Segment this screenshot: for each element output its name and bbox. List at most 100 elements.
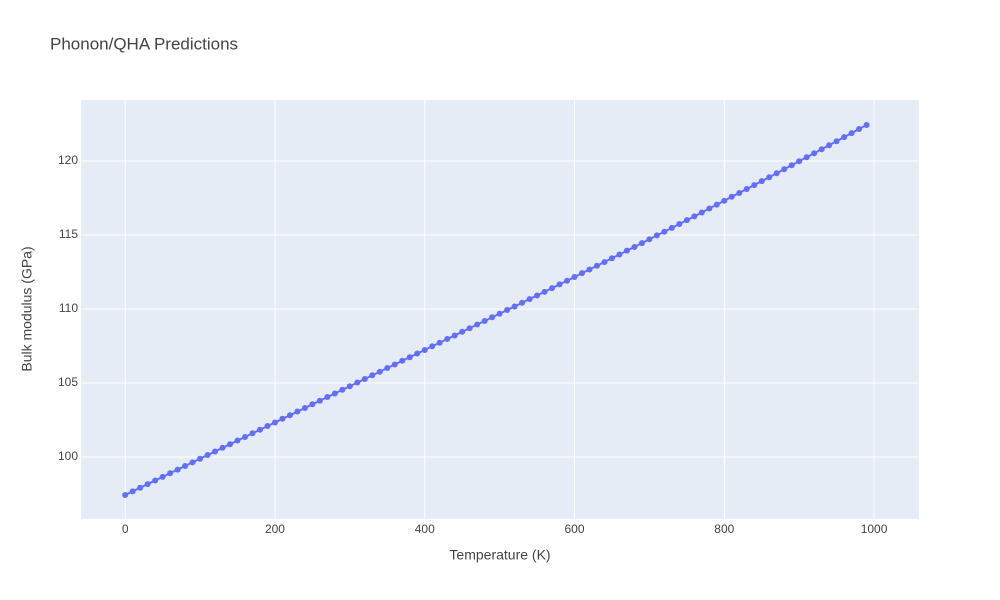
point [369, 372, 376, 379]
point [691, 213, 698, 220]
point [601, 259, 608, 266]
point [294, 408, 301, 415]
point [616, 251, 623, 258]
point [376, 368, 383, 375]
marks [122, 122, 870, 499]
point [728, 193, 735, 200]
point [586, 266, 593, 273]
point [354, 379, 361, 386]
point [646, 236, 653, 243]
point [511, 303, 518, 310]
point [324, 394, 331, 401]
point [751, 182, 758, 189]
point [137, 484, 144, 491]
y-tick-label: 110 [59, 301, 78, 315]
y-axis-title: Bulk modulus (GPa) [19, 246, 35, 371]
point [683, 217, 690, 224]
point [818, 146, 825, 153]
point [159, 473, 166, 480]
point [863, 122, 870, 129]
point [631, 243, 638, 250]
point [212, 448, 219, 455]
point [519, 299, 526, 306]
point [781, 166, 788, 173]
point [796, 158, 803, 165]
point [466, 325, 473, 332]
point [848, 130, 855, 137]
point [129, 488, 136, 495]
point [204, 452, 211, 459]
point [414, 350, 421, 357]
point [564, 277, 571, 284]
point [309, 401, 316, 408]
point [676, 221, 683, 228]
point [249, 430, 256, 437]
point [856, 126, 863, 133]
point [841, 134, 848, 141]
point [399, 357, 406, 364]
point [256, 426, 263, 433]
chart-title: Phonon/QHA Predictions [50, 34, 238, 53]
point [234, 437, 241, 444]
point [474, 321, 481, 328]
point [788, 162, 795, 169]
point [279, 415, 286, 422]
series-line [124, 124, 868, 496]
grid [81, 100, 919, 519]
point [706, 205, 713, 212]
point [736, 189, 743, 196]
point [361, 375, 368, 382]
point [526, 296, 533, 303]
y-tick-label: 120 [58, 153, 78, 167]
y-tick-label: 100 [58, 449, 78, 463]
point [242, 434, 249, 441]
point [301, 404, 308, 411]
point [331, 390, 338, 397]
point [826, 142, 833, 149]
point [534, 292, 541, 299]
point [489, 314, 496, 321]
point [264, 423, 271, 430]
point [653, 232, 660, 239]
point [766, 174, 773, 181]
point [758, 178, 765, 185]
point [661, 228, 668, 235]
point [579, 270, 586, 277]
point [271, 419, 278, 426]
x-tick-label: 400 [415, 522, 435, 536]
point [174, 466, 181, 473]
point [406, 354, 413, 361]
point [339, 386, 346, 393]
point [219, 444, 226, 451]
point [593, 262, 600, 269]
x-tick-label: 1000 [861, 522, 888, 536]
point [391, 361, 398, 368]
point [713, 201, 720, 208]
point [152, 477, 159, 484]
point [668, 224, 675, 231]
point [436, 339, 443, 346]
y-tick-label: 115 [59, 227, 78, 241]
x-tick-label: 200 [265, 522, 285, 536]
point [189, 459, 196, 466]
point [481, 317, 488, 324]
point [459, 328, 466, 335]
point [346, 383, 353, 390]
point [144, 481, 151, 488]
point [743, 185, 750, 192]
point [541, 288, 548, 295]
point [197, 455, 204, 462]
point [451, 332, 458, 339]
point [122, 492, 129, 499]
point [429, 343, 436, 350]
point [421, 346, 428, 353]
point [504, 307, 511, 314]
x-tick-label: 600 [564, 522, 584, 536]
point [444, 336, 451, 343]
y-tick-label: 105 [58, 375, 78, 389]
point [571, 274, 578, 281]
point [773, 170, 780, 177]
x-tick-label: 0 [122, 522, 129, 536]
